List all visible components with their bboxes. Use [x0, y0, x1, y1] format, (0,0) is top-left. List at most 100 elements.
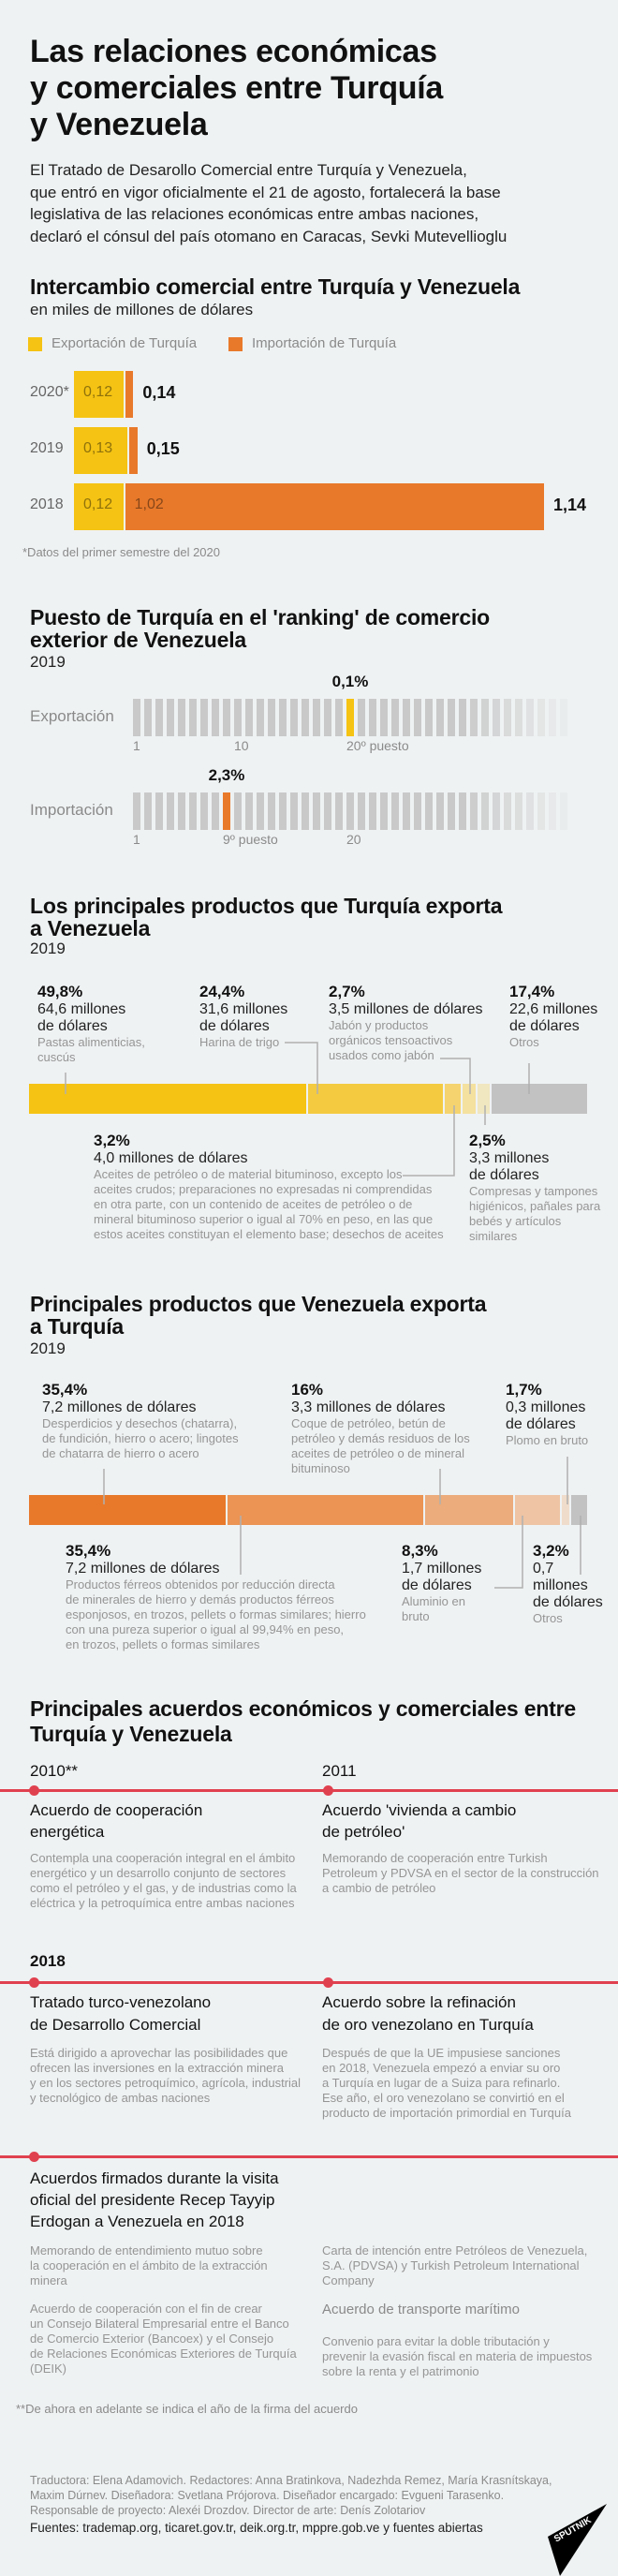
- visit-agreement: Memorando de entendimiento mutuo sobre l…: [30, 2243, 268, 2288]
- desc-label: similares: [469, 1229, 518, 1243]
- rank-bar: [436, 792, 444, 830]
- rank-bar: [425, 792, 433, 830]
- desc-label: Aluminio en: [402, 1594, 465, 1608]
- export-row-label: Exportación: [30, 707, 114, 725]
- agreement-desc: Petroleum y PDVSA en el sector de la con…: [322, 1866, 599, 1880]
- value-label: de dólares: [469, 1167, 539, 1183]
- rank-bar: [448, 792, 455, 830]
- rank-bar: [448, 699, 455, 736]
- agreement-desc: a Turquía en lugar de a Suiza para refin…: [322, 2076, 561, 2090]
- desc-label: estos aceites constituyan el elemento ba…: [94, 1227, 444, 1241]
- agreement-desc: Contempla una cooperación integral en el…: [30, 1851, 296, 1865]
- agreement-desc: minera: [30, 2273, 67, 2287]
- export-bar: [74, 371, 124, 418]
- value-label: 1,7 millones: [402, 1561, 482, 1577]
- rank-bar: [234, 792, 242, 830]
- rank-bar-highlight: [223, 792, 230, 830]
- rank-bar: [279, 792, 287, 830]
- credits-line: Traductora: Elena Adamovich. Redactores:…: [30, 2474, 552, 2487]
- visit-agreement: Convenio para evitar la doble tributació…: [322, 2334, 592, 2379]
- rank-bar: [144, 792, 152, 830]
- visit-agreement: Carta de intención entre Petróleos de Ve…: [322, 2243, 587, 2288]
- rank-bar: [324, 792, 331, 830]
- total-label: 1,14: [553, 496, 587, 514]
- agreement-desc: sobre la renta y el patrimonio: [322, 2364, 479, 2378]
- desc-label: mineral bituminoso superior o igual al 7…: [94, 1212, 434, 1226]
- desc-label: cuscús: [37, 1050, 76, 1064]
- share-segment: [570, 1495, 587, 1525]
- desc-label: orgánicos tensoactivos: [329, 1033, 453, 1047]
- value-label: de dólares: [533, 1594, 603, 1610]
- agreement-desc: Acuerdo de cooperación con el fin de cre…: [30, 2302, 262, 2316]
- import-bar: [129, 427, 138, 474]
- rank-bar: [403, 792, 410, 830]
- title-line: Los principales productos que Turquía ex…: [30, 894, 503, 918]
- agreements-title: Principales acuerdos económicos y comerc…: [30, 1696, 576, 1747]
- desc-label: esponjosos, en trozos, pellets o formas …: [66, 1607, 366, 1621]
- agreement-desc: Después de que la UE impusiese sanciones: [322, 2046, 561, 2060]
- year-label: 2020*: [30, 384, 69, 400]
- intro-line: que entró en vigor oficialmente el 21 de…: [30, 183, 501, 201]
- tr-exports-title: Los principales productos que Turquía ex…: [30, 894, 503, 940]
- import-bar: [125, 371, 134, 418]
- pct-label: 1,7%: [506, 1381, 542, 1399]
- rank-bar: [257, 699, 264, 736]
- agreement-desc: de Comercio Exterior (Bancoex) y el Cons…: [30, 2332, 274, 2346]
- value-label: millones: [533, 1577, 588, 1593]
- visit-agreement: Acuerdo de cooperación con el fin de cre…: [30, 2302, 297, 2376]
- value-label: 0,3 millones: [506, 1399, 586, 1415]
- share-segment: [307, 1084, 443, 1114]
- rank-bar: [189, 792, 197, 830]
- agreement-2011: Acuerdo 'vivienda a cambio de petróleo' …: [322, 1799, 599, 1896]
- title-line: Principales productos que Venezuela expo…: [30, 1292, 487, 1316]
- desc-label: de chatarra de hierro o acero: [42, 1446, 199, 1460]
- value-label: de dólares: [199, 1018, 270, 1034]
- rank-bar: [133, 699, 140, 736]
- agreement-title: Acuerdo de cooperación: [30, 1801, 203, 1819]
- tr-label-harina: 24,4% 31,6 millones de dólares Harina de…: [199, 983, 287, 1050]
- rank-bar: [245, 699, 253, 736]
- desc-label: Aceites de petróleo o de material bitumi…: [94, 1167, 403, 1181]
- desc-label: Coque de petróleo, betún de: [291, 1416, 446, 1430]
- pct-label: 2,5%: [469, 1132, 506, 1149]
- agreement-title: Acuerdo 'vivienda a cambio: [322, 1801, 517, 1819]
- rank-bar: [335, 699, 343, 736]
- timeline-year: 2018: [30, 1952, 66, 1970]
- rank-bar: [549, 792, 556, 830]
- agreement-desc: Company: [322, 2273, 375, 2287]
- rank-bar: [178, 699, 185, 736]
- rank-bar: [212, 792, 219, 830]
- rank-bar: [459, 699, 466, 736]
- ve-exports-title: Principales productos que Venezuela expo…: [30, 1292, 487, 1338]
- value-label: 4,0 millones de dólares: [94, 1150, 248, 1166]
- share-segment: [515, 1495, 560, 1525]
- value-label: 22,6 millones: [509, 1001, 598, 1017]
- rank-tick-label: 20: [346, 832, 361, 847]
- value-label: 7,2 millones de dólares: [66, 1561, 220, 1577]
- agreement-desc: Memorando de entendimiento mutuo sobre: [30, 2243, 263, 2258]
- sputnik-logo: SPUTNIK: [548, 2504, 607, 2576]
- value-label: 64,6 millones: [37, 1001, 126, 1017]
- agreement-title: de oro venezolano en Turquía: [322, 2016, 534, 2034]
- value-label: 3,5 millones de dólares: [329, 1001, 483, 1017]
- pct-label: 3,2%: [94, 1132, 130, 1149]
- desc-label: de minerales de hierro y demás productos…: [66, 1592, 334, 1606]
- value-label: 3,3 millones: [469, 1150, 550, 1166]
- ranking-title: Puesto de Turquía en el 'ranking' de com…: [30, 606, 490, 651]
- pct-label: 35,4%: [42, 1381, 88, 1399]
- rank-bar: [155, 699, 163, 736]
- pct-label: 3,2%: [533, 1542, 569, 1560]
- agreement-desc: ofrecen las inversiones en la extracción…: [30, 2061, 284, 2075]
- timeline-dot: [29, 1977, 39, 1988]
- rank-tick-label: 9º puesto: [223, 832, 278, 847]
- desc-label: aceites crudos; preparaciones no expresa…: [94, 1182, 433, 1196]
- rank-bar: [155, 792, 163, 830]
- total-label: 0,14: [142, 383, 176, 402]
- tr-label-jabon: 2,7% 3,5 millones de dólares Jabón y pro…: [329, 983, 483, 1063]
- desc-label: Jabón y productos: [329, 1018, 429, 1032]
- value-label: 31,6 millones: [199, 1001, 288, 1017]
- legend-swatch-import: [228, 337, 243, 351]
- bar-value-label: 0,13: [83, 440, 113, 456]
- share-segment: [425, 1495, 514, 1525]
- trade-chart-title: Intercambio comercial entre Turquía y Ve…: [30, 274, 521, 299]
